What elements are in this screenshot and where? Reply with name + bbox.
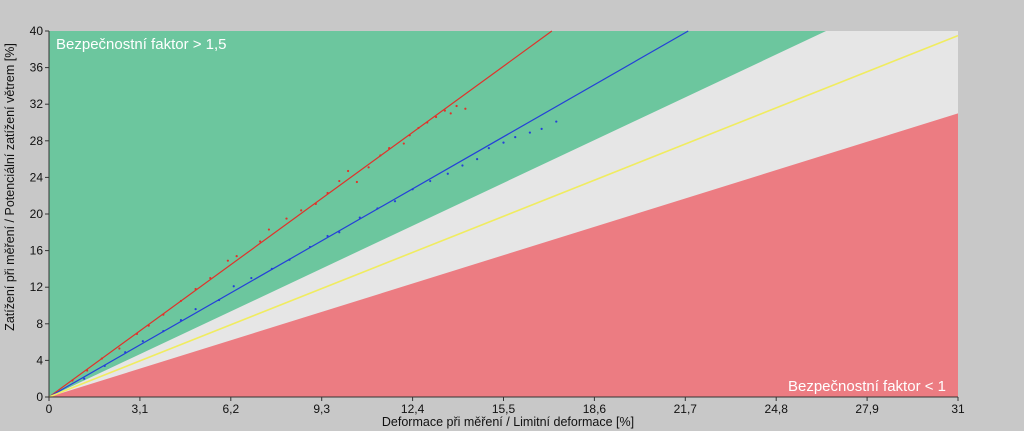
series-2-point bbox=[103, 364, 106, 367]
series-2-point bbox=[446, 172, 449, 175]
series-1-point bbox=[367, 166, 370, 169]
x-tick-label: 6,2 bbox=[222, 402, 239, 416]
series-2-point bbox=[232, 285, 235, 288]
x-tick-label: 3,1 bbox=[132, 402, 149, 416]
series-1-point bbox=[408, 134, 411, 137]
series-1-point bbox=[314, 202, 317, 206]
series-2-point bbox=[83, 377, 86, 380]
x-tick-label: 15,5 bbox=[492, 402, 516, 416]
series-2-point bbox=[217, 298, 221, 302]
x-tick-label: 21,7 bbox=[674, 402, 698, 416]
zone-safe bbox=[49, 31, 827, 397]
series-2-point bbox=[250, 276, 253, 280]
series-1-point bbox=[300, 209, 303, 212]
series-1-point bbox=[402, 142, 405, 145]
series-1-point bbox=[179, 299, 183, 303]
y-tick-label: 8 bbox=[36, 317, 43, 331]
series-1-point bbox=[235, 254, 238, 258]
series-1-fit-line bbox=[48, 30, 553, 398]
series-1-point bbox=[259, 240, 262, 243]
series-1-point bbox=[209, 276, 212, 280]
series-1-point bbox=[426, 121, 429, 124]
y-tick-label: 12 bbox=[30, 280, 44, 294]
x-tick-label: 12,4 bbox=[401, 402, 425, 416]
series-2-point bbox=[393, 200, 397, 203]
series-2-point bbox=[429, 179, 432, 183]
series-2-point bbox=[288, 258, 291, 261]
series-1-point bbox=[379, 154, 382, 157]
x-tick-label: 0 bbox=[46, 402, 53, 416]
series-2-point bbox=[487, 147, 490, 150]
series-1-point bbox=[100, 357, 103, 360]
series-1-point bbox=[434, 115, 438, 119]
y-tick-label: 24 bbox=[30, 170, 44, 184]
series-1-point bbox=[355, 180, 358, 184]
series-2-point bbox=[358, 216, 361, 219]
series-1-point bbox=[326, 191, 329, 195]
axes-layer: 0 3,1 6,2 9,3 12,4 15,5 18,6 21,7 24,8 27,9 31 0 4 8 1… bbox=[30, 24, 965, 416]
zone-critical bbox=[49, 113, 958, 397]
series-2-point bbox=[540, 127, 543, 131]
series-2-point bbox=[376, 207, 379, 210]
series-1-point bbox=[162, 313, 165, 316]
series-1-point bbox=[443, 109, 446, 112]
zone-label-safe: Bezpečnostní faktor > 1,5 bbox=[56, 36, 227, 53]
series-2-point bbox=[461, 164, 464, 167]
x-tick-label: 24,8 bbox=[765, 402, 789, 416]
series-2-point bbox=[502, 141, 505, 144]
y-tick-label: 16 bbox=[30, 244, 44, 258]
series-1-point bbox=[226, 259, 229, 262]
series-2-point bbox=[308, 245, 312, 249]
series-1-point bbox=[455, 104, 458, 108]
series-2-point bbox=[194, 308, 197, 311]
series-2-point bbox=[338, 231, 341, 234]
y-tick-label: 0 bbox=[36, 390, 43, 404]
series-2-point bbox=[270, 267, 273, 270]
x-tick-label: 27,9 bbox=[855, 402, 879, 416]
series-2-point bbox=[162, 330, 165, 333]
series-2-point bbox=[476, 158, 479, 161]
x-axis-label: Deformace při měření / Limitní deformace… bbox=[382, 415, 634, 429]
series-1-point bbox=[267, 228, 271, 231]
series-1-point bbox=[388, 147, 391, 150]
series-2-point bbox=[179, 319, 183, 322]
series-1-point bbox=[285, 217, 288, 220]
x-tick-label: 9,3 bbox=[313, 402, 330, 416]
series-1-point bbox=[449, 112, 452, 115]
series-2-point bbox=[326, 234, 329, 238]
series-2-fit-line bbox=[48, 30, 689, 398]
y-tick-label: 28 bbox=[30, 134, 44, 148]
series-2-point bbox=[124, 351, 127, 354]
series-2-point bbox=[514, 136, 517, 139]
y-tick-label: 4 bbox=[36, 353, 43, 367]
y-axis-label: Zatížení při měření / Potenciální zatíže… bbox=[3, 43, 17, 331]
x-tick-label: 31 bbox=[951, 402, 965, 416]
series-2-point bbox=[141, 340, 144, 343]
y-tick-label: 32 bbox=[30, 97, 44, 111]
series-1-point bbox=[338, 179, 341, 183]
series-1-point bbox=[194, 287, 197, 291]
series-2-point bbox=[528, 131, 531, 134]
series-1-point bbox=[71, 379, 74, 382]
series-3-fit-line bbox=[48, 34, 959, 398]
y-tick-label: 36 bbox=[30, 61, 44, 75]
series-1-point bbox=[118, 347, 121, 350]
series-1-point bbox=[417, 126, 420, 130]
series-1-point bbox=[346, 169, 350, 173]
series-layer bbox=[48, 30, 959, 398]
x-tick-label: 18,6 bbox=[583, 402, 607, 416]
series-1-point bbox=[86, 369, 89, 372]
series-2-point bbox=[411, 188, 414, 191]
series-2-point bbox=[555, 120, 558, 123]
y-tick-label: 40 bbox=[30, 24, 44, 38]
series-1-point bbox=[147, 324, 150, 327]
zone-label-critical: Bezpečnostní faktor < 1 bbox=[788, 378, 946, 395]
series-1-point bbox=[135, 332, 139, 335]
y-tick-label: 20 bbox=[30, 207, 44, 221]
series-1-point bbox=[464, 107, 467, 110]
